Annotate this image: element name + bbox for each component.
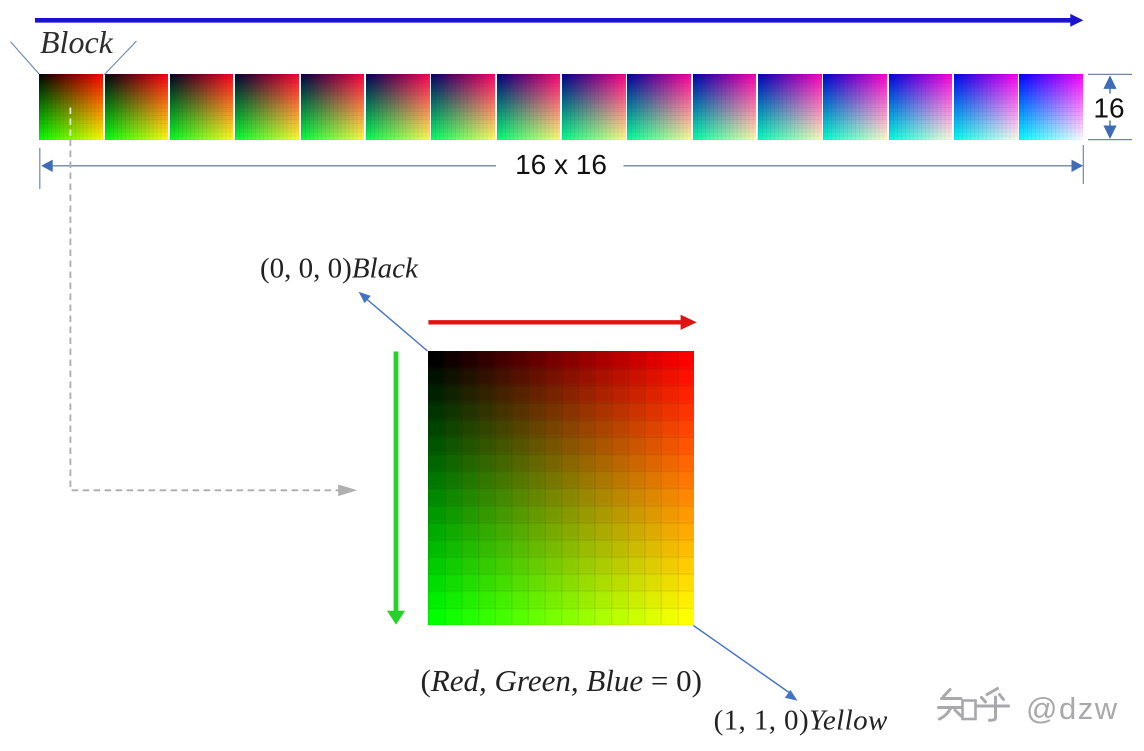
svg-text:@dzw: @dzw xyxy=(1026,691,1119,726)
svg-text:(Red, Green, Blue = 0): (Red, Green, Blue = 0) xyxy=(421,663,702,698)
svg-text:16 x 16: 16 x 16 xyxy=(515,149,607,180)
svg-text:16: 16 xyxy=(1093,93,1124,124)
svg-text:(1, 1, 0)Yellow: (1, 1, 0)Yellow xyxy=(714,705,888,737)
svg-text:(0, 0, 0)Black: (0, 0, 0)Black xyxy=(260,253,419,285)
svg-text:Block: Block xyxy=(40,24,114,60)
